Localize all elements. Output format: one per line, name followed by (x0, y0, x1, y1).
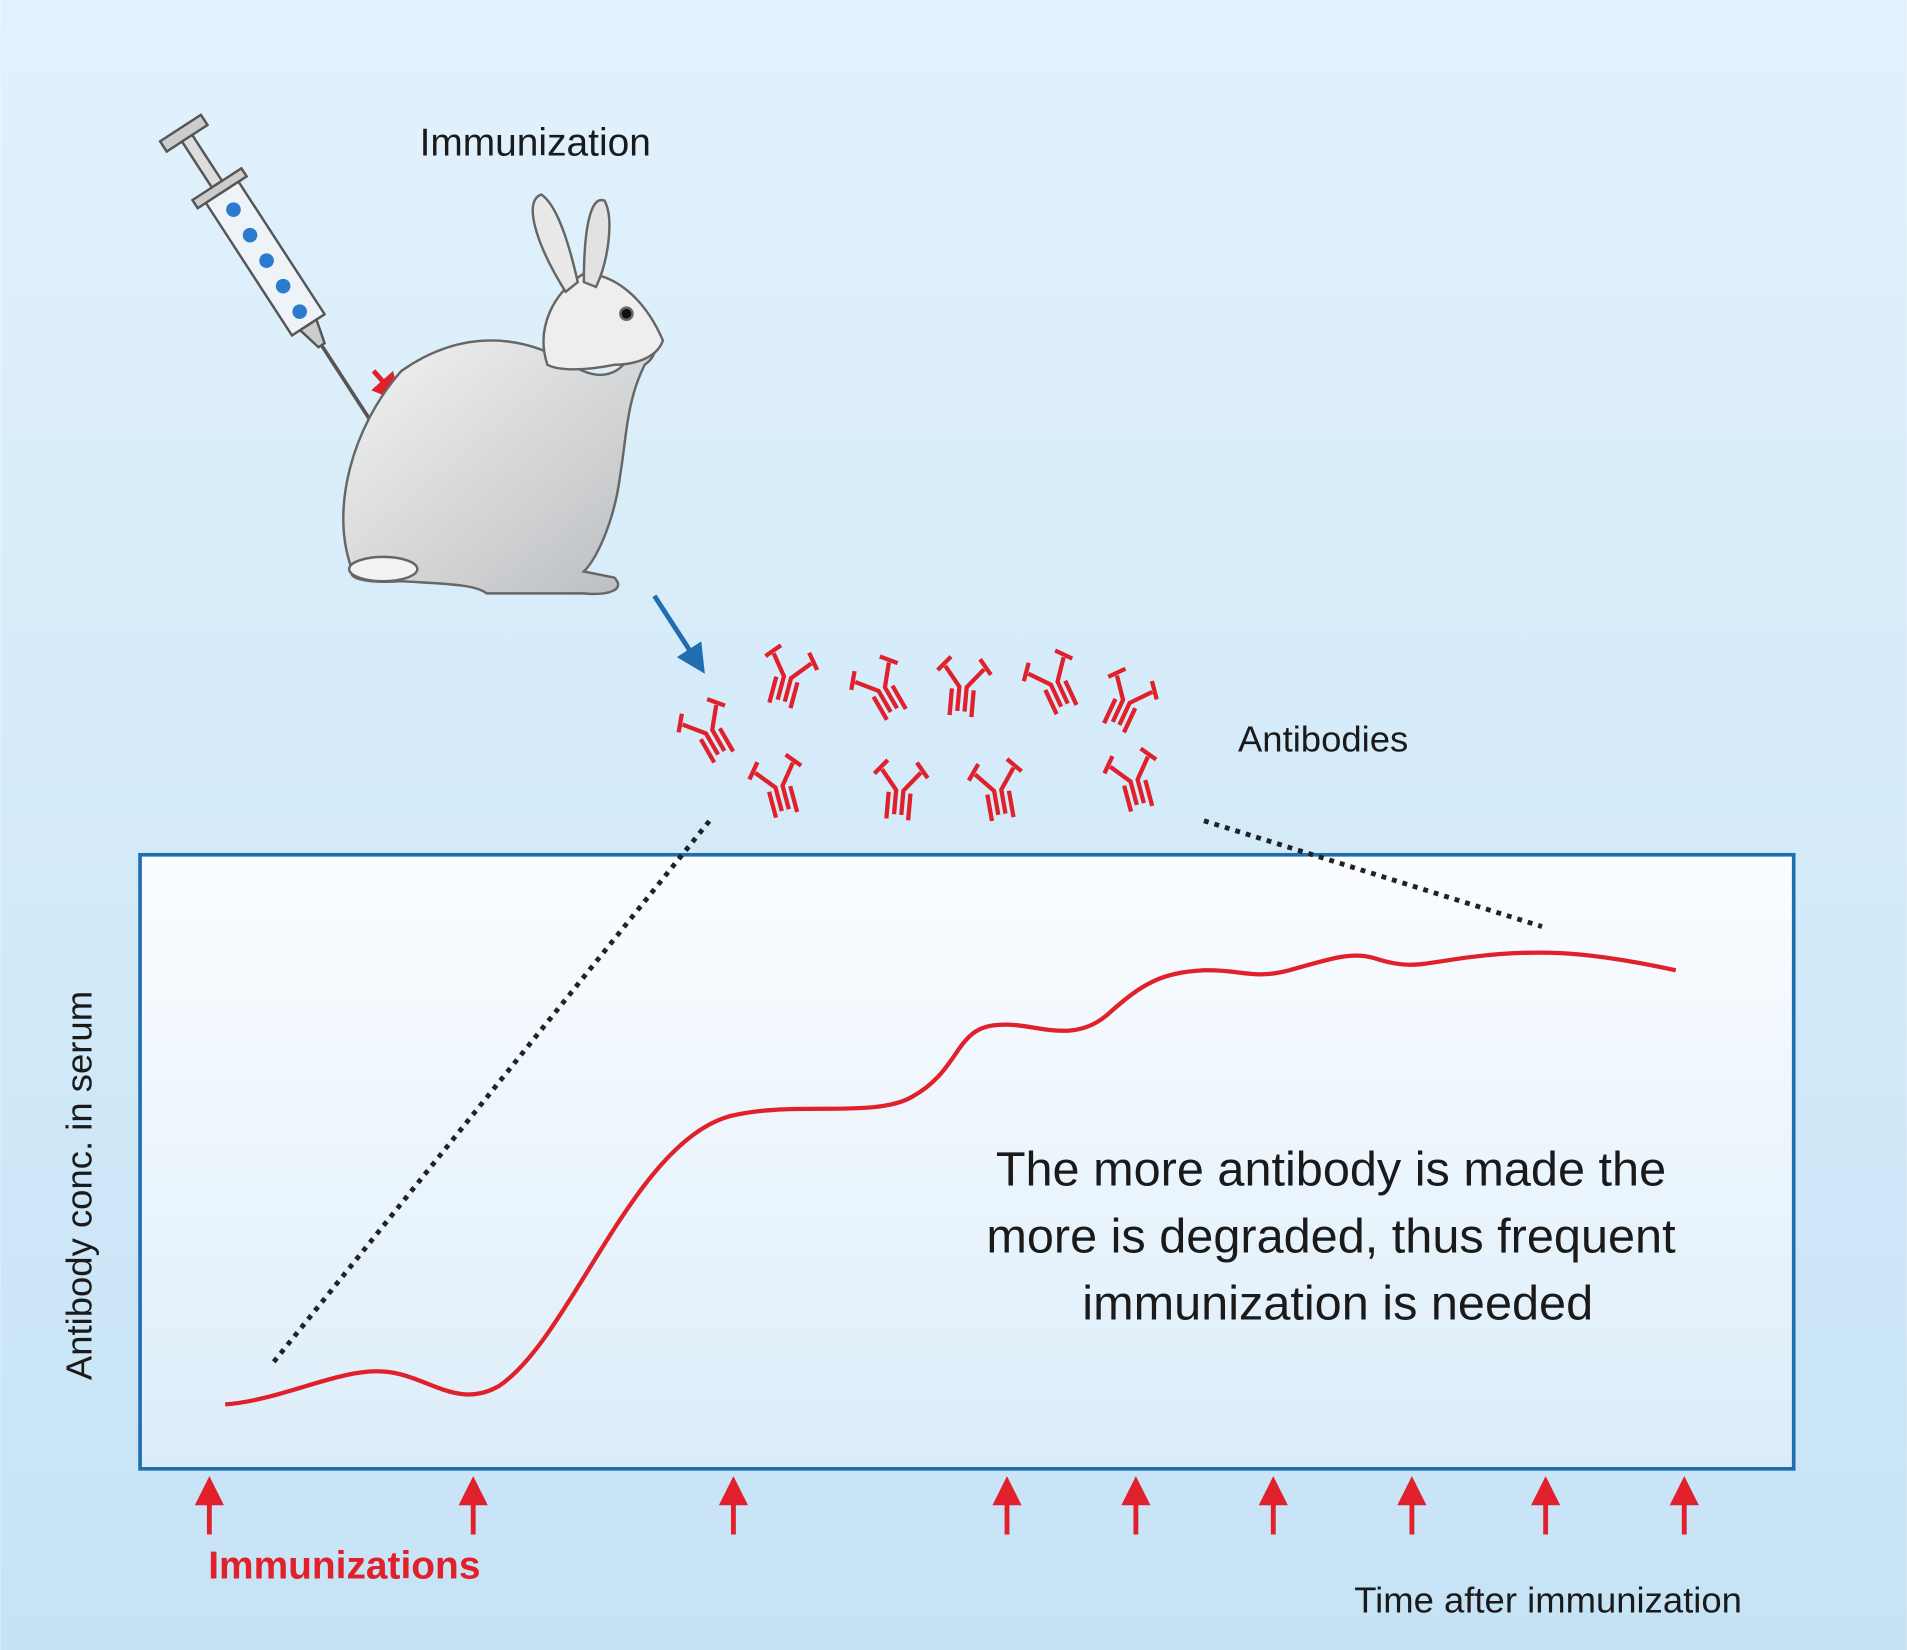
y-axis-label: Antibody conc. in serum (58, 991, 99, 1380)
note-line: The more antibody is made the (996, 1143, 1666, 1197)
graph-box (138, 852, 1796, 1471)
note-line: more is degraded, thus frequent (986, 1209, 1676, 1263)
immunization-label: Immunization (420, 122, 651, 165)
antibody-curve (225, 950, 1677, 1407)
antibodies-label: Antibodies (1238, 718, 1408, 759)
syringe (158, 113, 408, 476)
dotted-line (1203, 818, 1543, 929)
note: The more antibody is made the more is de… (986, 1143, 1689, 1331)
rabbit (342, 193, 665, 596)
flow-arrow (652, 594, 705, 674)
immunizations-label: Immunizations (208, 1544, 480, 1587)
dotted-line (271, 816, 714, 1364)
x-axis-label: Time after immunization (1354, 1579, 1742, 1620)
immunization-arrows (194, 1476, 1699, 1535)
note-line: immunization is needed (1082, 1276, 1593, 1330)
